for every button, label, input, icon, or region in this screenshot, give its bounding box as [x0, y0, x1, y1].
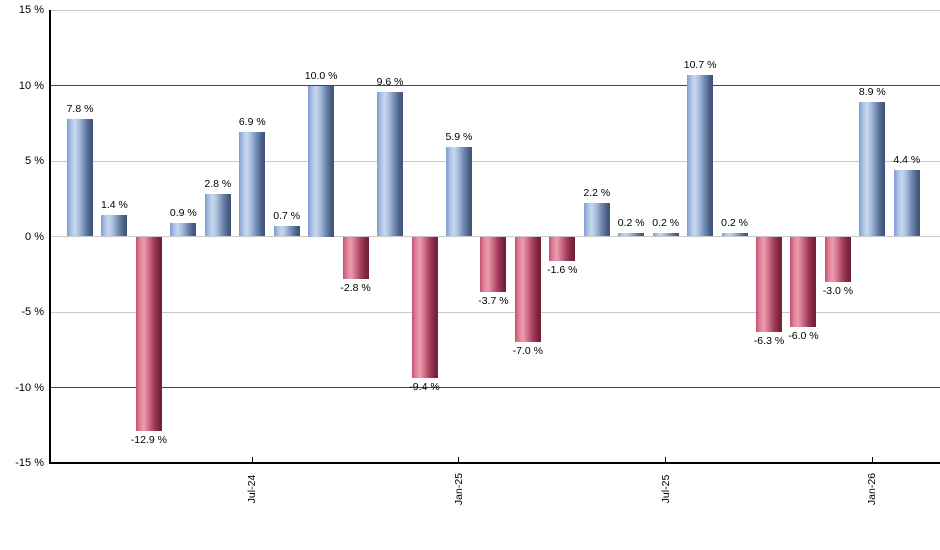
- gridline-15: [50, 9, 940, 11]
- y-tick-label: -15 %: [15, 457, 44, 469]
- bar-value-label: 8.9 %: [858, 86, 886, 99]
- bar-value-label: 5.9 %: [445, 131, 473, 144]
- y-tick-label: 0 %: [25, 230, 44, 243]
- y-tick-label: -10 %: [15, 381, 44, 394]
- y-tick-label: 5 %: [25, 155, 44, 167]
- bar-3: [170, 222, 197, 237]
- bar-10: [411, 236, 438, 379]
- bar-value-label: -3.7 %: [478, 295, 509, 308]
- major-gridline--10: [50, 387, 940, 388]
- bar-value-label: 0.2 %: [721, 217, 748, 230]
- bar-value-label: -1.6 %: [547, 263, 578, 276]
- bar-value-label: -12.9 %: [130, 434, 167, 447]
- bar-4: [204, 194, 231, 237]
- bar-value-label: 9.6 %: [376, 75, 404, 88]
- bar-value-label: 6.9 %: [238, 116, 266, 129]
- bar-17: [652, 233, 679, 237]
- gridline--5: [50, 311, 940, 313]
- major-gridline-10: [50, 85, 940, 86]
- bar-1: [101, 215, 128, 237]
- bar-5: [239, 132, 266, 237]
- bar-12: [480, 236, 507, 293]
- x-tick-label: Jan-25: [452, 472, 465, 506]
- bar-14: [549, 236, 576, 261]
- bar-value-label: 2.8 %: [204, 178, 232, 191]
- bar-18: [687, 74, 714, 237]
- y-axis-line: [49, 10, 51, 464]
- gridline-5: [50, 160, 940, 162]
- x-axis-line: [49, 462, 940, 464]
- bar-11: [445, 147, 472, 237]
- x-tick-label: Jan-26: [866, 472, 879, 506]
- bar-value-label: 4.4 %: [893, 154, 921, 167]
- bar-22: [824, 236, 851, 282]
- bar-value-label: 0.7 %: [273, 209, 301, 222]
- bar-8: [342, 236, 369, 279]
- bar-9: [377, 91, 404, 237]
- bar-value-label: 10.7 %: [683, 58, 717, 71]
- bar-value-label: -6.3 %: [753, 334, 785, 347]
- bar-value-label: 0.9 %: [169, 206, 197, 219]
- bar-value-label: 7.8 %: [66, 102, 94, 115]
- x-tick-mark: [871, 457, 873, 462]
- bar-value-label: 0.2 %: [617, 217, 645, 230]
- bar-15: [583, 203, 610, 237]
- bar-19: [721, 233, 748, 237]
- bar-7: [308, 85, 335, 237]
- bar-value-label: -6.0 %: [788, 330, 819, 343]
- bar-value-label: -2.8 %: [340, 281, 371, 294]
- bar-value-label: 1.4 %: [101, 199, 128, 212]
- bar-13: [514, 236, 541, 343]
- bar-0: [67, 118, 93, 237]
- bar-21: [790, 236, 817, 328]
- bar-value-label: 2.2 %: [583, 187, 611, 200]
- bar-value-label: 0.2 %: [652, 217, 680, 230]
- bar-value-label: 10.0 %: [304, 69, 338, 82]
- y-tick-label: -5 %: [21, 306, 44, 318]
- bar-6: [273, 225, 300, 237]
- bar-value-label: -7.0 %: [512, 345, 544, 358]
- bar-value-label: -3.0 %: [822, 284, 854, 297]
- bar-24: [893, 170, 920, 237]
- x-tick-label: Jul-25: [659, 474, 672, 504]
- y-tick-label: 15 %: [18, 4, 44, 16]
- bar-20: [756, 236, 782, 332]
- bar-2: [135, 236, 162, 432]
- bar-16: [618, 233, 645, 237]
- bar-23: [859, 102, 886, 237]
- x-tick-mark: [665, 457, 667, 462]
- x-tick-mark: [458, 457, 460, 462]
- bar-value-label: -9.4 %: [409, 381, 440, 394]
- x-tick-label: Jul-24: [246, 474, 259, 504]
- x-tick-mark: [251, 457, 253, 462]
- y-tick-label: 10 %: [18, 79, 44, 92]
